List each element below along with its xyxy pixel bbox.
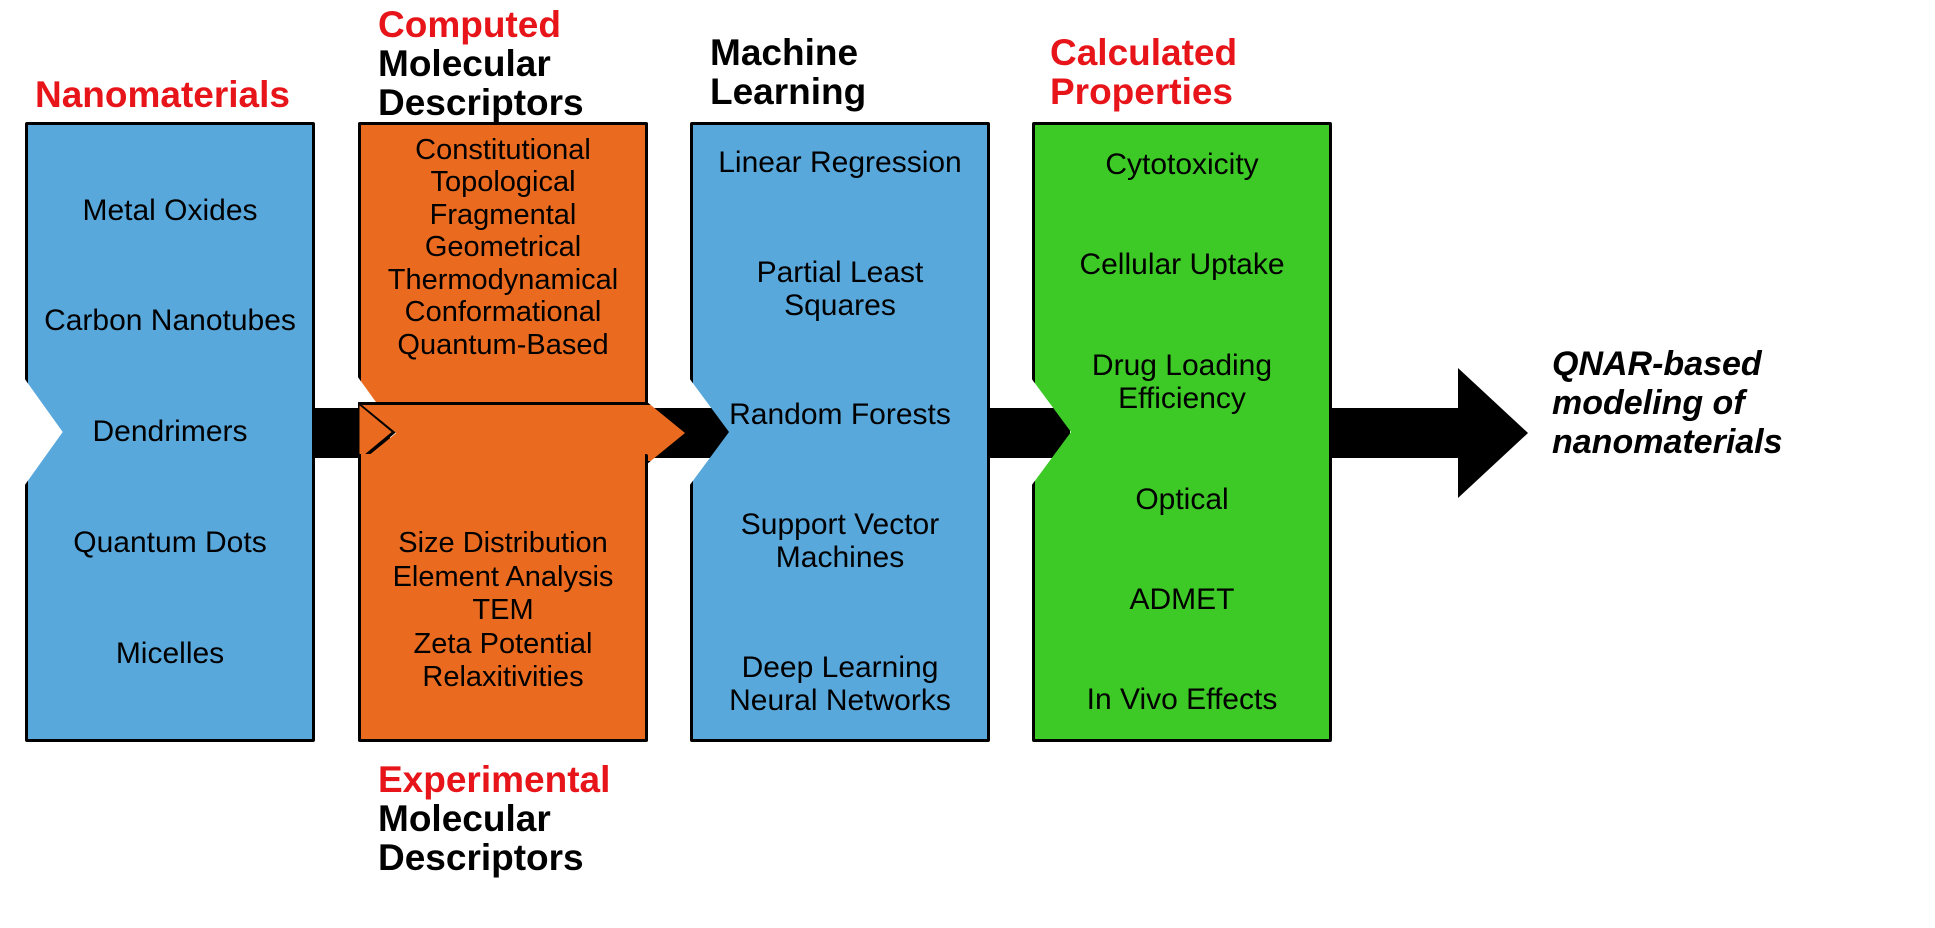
cd-1: Topological (430, 167, 575, 197)
title-text: Nanomaterials (35, 74, 290, 115)
pr-1: Cellular Uptake (1079, 249, 1284, 281)
t: Experimental (378, 759, 610, 800)
panel-experimental-desc: Size Distribution Element Analysis TEM Z… (358, 454, 648, 742)
t: Descriptors (378, 82, 584, 123)
nm-item-3: Quantum Dots (73, 527, 266, 559)
ed-3: Zeta Potential (414, 629, 593, 659)
t: Calculated (1050, 32, 1237, 73)
pr-0: Cytotoxicity (1105, 149, 1258, 181)
t: Properties (1050, 71, 1233, 112)
pr-4: ADMET (1130, 584, 1235, 616)
pr-3: Optical (1135, 484, 1228, 516)
pr-2: Drug Loading Efficiency (1092, 349, 1272, 415)
ed-1: Element Analysis (393, 562, 614, 592)
t: Drug Loading (1092, 349, 1272, 382)
title-ml: Machine Learning (710, 33, 866, 111)
output-label: QNAR-based modeling of nanomaterials (1552, 345, 1783, 462)
panel-properties: Cytotoxicity Cellular Uptake Drug Loadin… (1032, 122, 1332, 742)
t: Neural Networks (729, 684, 951, 717)
t: Learning (710, 71, 866, 112)
t: nanomaterials (1552, 423, 1783, 461)
t: Descriptors (378, 837, 584, 878)
t: Machine (710, 32, 858, 73)
t: modeling of (1552, 384, 1745, 422)
cd-4: Thermodynamical (388, 265, 618, 295)
ml-3: Support Vector Machines (741, 508, 939, 574)
t: Molecular (378, 798, 551, 839)
cd-0: Constitutional (415, 135, 591, 165)
t: QNAR-based (1552, 345, 1762, 383)
arrow-head (1458, 368, 1528, 498)
cd-6: Quantum-Based (397, 330, 608, 360)
t: Efficiency (1118, 382, 1246, 415)
panel-computed-desc: Constitutional Topological Fragmental Ge… (358, 122, 648, 412)
title-experimental-desc: Experimental Molecular Descriptors (378, 760, 610, 878)
title-nanomaterials: Nanomaterials (35, 75, 290, 114)
t: Machines (776, 541, 904, 574)
pr-5: In Vivo Effects (1087, 684, 1278, 716)
ed-2: TEM (472, 595, 533, 625)
t: Squares (784, 289, 896, 322)
title-computed-desc: Computed Molecular Descriptors (378, 5, 584, 123)
title-properties: Calculated Properties (1050, 33, 1237, 111)
t: Computed (378, 4, 561, 45)
arrow-shaft-4 (1310, 408, 1460, 458)
ml-2: Random Forests (729, 399, 951, 431)
t: Partial Least (757, 256, 924, 289)
ml-0: Linear Regression (718, 147, 961, 179)
nm-item-0: Metal Oxides (82, 195, 257, 227)
nm-item-2: Dendrimers (92, 416, 247, 448)
cd-2: Fragmental (430, 200, 577, 230)
t: Molecular (378, 43, 551, 84)
panel-nanomaterials: Metal Oxides Carbon Nanotubes Dendrimers… (25, 122, 315, 742)
ml-4: Deep Learning Neural Networks (729, 651, 951, 717)
ed-4: Relaxitivities (422, 662, 583, 692)
t: Deep Learning (742, 651, 939, 684)
qnar-flowchart: Nanomaterials Metal Oxides Carbon Nanotu… (0, 0, 1935, 928)
ml-1: Partial Least Squares (757, 256, 924, 322)
t: Support Vector (741, 508, 939, 541)
panel-ml: Linear Regression Partial Least Squares … (690, 122, 990, 742)
ed-0: Size Distribution (398, 528, 608, 558)
cd-5: Conformational (405, 297, 602, 327)
nm-item-1: Carbon Nanotubes (44, 305, 296, 337)
nm-item-4: Micelles (116, 638, 224, 670)
cd-3: Geometrical (425, 232, 581, 262)
